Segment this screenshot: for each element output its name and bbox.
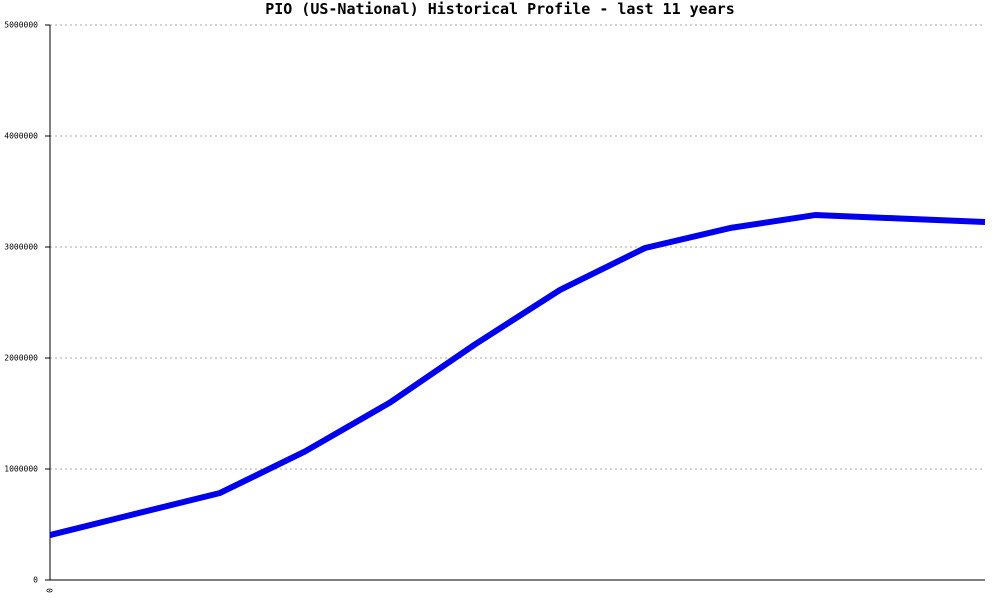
y-tick-label: 0 bbox=[33, 576, 38, 585]
chart-title: PIO (US-National) Historical Profile - l… bbox=[265, 0, 735, 18]
y-tick-label: 1000000 bbox=[4, 465, 38, 474]
y-tick-label: 2000000 bbox=[4, 354, 38, 363]
y-tick-label: 4000000 bbox=[4, 132, 38, 141]
x-tick-label: 0 bbox=[46, 588, 55, 593]
y-tick-label: 5000000 bbox=[4, 21, 38, 30]
y-tick-label: 3000000 bbox=[4, 243, 38, 252]
data-line bbox=[49, 212, 986, 538]
